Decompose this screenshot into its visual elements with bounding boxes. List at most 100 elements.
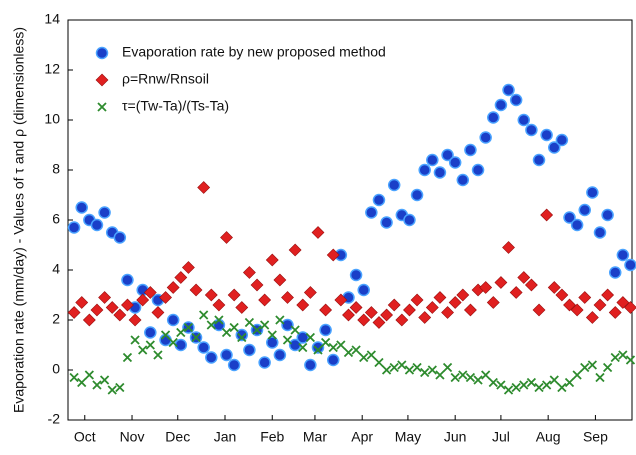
point: [166, 281, 180, 294]
point: [311, 341, 325, 354]
point: [542, 380, 552, 390]
point: [618, 350, 628, 360]
point: [214, 315, 224, 325]
point: [121, 298, 134, 312]
point: [183, 322, 194, 333]
point: [221, 327, 232, 338]
point: [189, 283, 203, 297]
x-tick-label: Jan: [214, 429, 237, 445]
point: [349, 268, 363, 282]
point: [138, 345, 148, 355]
point: [90, 218, 104, 232]
point: [602, 362, 613, 373]
point: [534, 382, 544, 393]
point: [585, 311, 599, 324]
point: [511, 382, 521, 393]
point: [77, 377, 87, 388]
point: [578, 203, 591, 217]
x-tick-label: Apr: [351, 429, 373, 445]
point: [486, 296, 500, 309]
point: [136, 293, 150, 307]
point: [105, 301, 119, 314]
point: [601, 208, 614, 222]
point: [266, 336, 279, 349]
point: [532, 303, 546, 317]
point: [557, 382, 567, 393]
point: [403, 303, 416, 317]
point: [128, 313, 142, 327]
point: [595, 372, 605, 383]
legend-marker: [95, 73, 109, 87]
point: [281, 291, 294, 304]
point: [98, 291, 112, 304]
point: [570, 218, 584, 232]
point: [90, 303, 104, 317]
point: [260, 320, 270, 330]
point: [463, 303, 477, 317]
point: [206, 320, 216, 330]
point: [549, 375, 559, 385]
x-tick-label: May: [395, 429, 421, 445]
point: [281, 318, 294, 332]
point: [205, 351, 218, 364]
point: [181, 261, 195, 274]
point: [425, 301, 439, 314]
y-tick-label: 0: [52, 361, 60, 377]
point: [199, 310, 209, 320]
point: [547, 281, 561, 294]
point: [380, 216, 393, 229]
point: [624, 258, 636, 272]
y-tick-label: 12: [44, 61, 60, 77]
y-tick-label: 14: [44, 11, 60, 27]
point: [220, 348, 233, 362]
point: [517, 271, 531, 284]
point: [448, 156, 462, 169]
point: [145, 340, 155, 350]
point: [252, 325, 262, 335]
x-tick-label: Mar: [303, 429, 327, 445]
point: [237, 332, 247, 343]
y-tick-label: 4: [52, 261, 60, 277]
point: [267, 330, 277, 340]
point: [435, 370, 445, 380]
legend-label: ρ=Rnw/Rnsoil: [122, 71, 209, 87]
point: [113, 308, 127, 322]
y-tick-label: 8: [52, 161, 60, 177]
point: [608, 266, 622, 279]
legend-label: τ=(Tw-Ta)/(Ts-Ta): [122, 98, 229, 114]
point: [593, 298, 607, 312]
point: [288, 243, 302, 257]
point: [420, 367, 430, 378]
point: [349, 301, 363, 314]
point: [479, 131, 492, 144]
point: [290, 325, 300, 335]
point: [197, 341, 210, 354]
point: [351, 345, 361, 355]
point: [191, 332, 201, 343]
point: [587, 360, 598, 370]
point: [487, 111, 500, 124]
point: [397, 360, 407, 370]
point: [412, 362, 422, 373]
point: [160, 330, 171, 340]
point: [75, 296, 89, 309]
point: [426, 153, 439, 167]
point: [176, 327, 186, 338]
y-tick-label: 6: [52, 211, 60, 227]
legend-label: Evaporation rate by new proposed method: [122, 44, 386, 60]
point: [517, 113, 531, 127]
point: [99, 375, 110, 385]
point: [563, 211, 576, 224]
point: [427, 365, 437, 375]
point: [250, 278, 264, 292]
point: [465, 372, 476, 383]
point: [625, 355, 636, 365]
point: [229, 322, 239, 333]
point: [121, 273, 134, 287]
point: [235, 328, 249, 342]
point: [540, 128, 553, 142]
point: [519, 380, 529, 390]
point: [273, 273, 287, 287]
